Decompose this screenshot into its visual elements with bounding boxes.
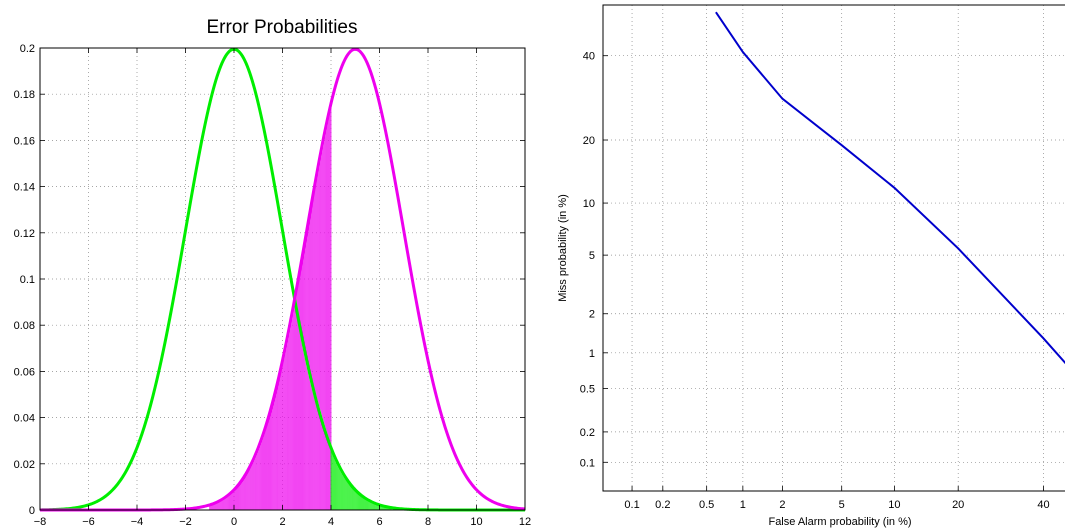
x-tick-label: 2 — [779, 499, 785, 511]
x-tick-label: −4 — [131, 516, 144, 528]
y-tick-label: 0.5 — [580, 384, 595, 396]
x-tick-label: 10 — [470, 516, 482, 528]
y-tick-label: 0.02 — [14, 459, 35, 471]
y-tick-label: 0.16 — [14, 135, 35, 147]
det-curve-chart: 0.1 0.2 0.5 1 2 5 10 20 40 0.1 0.2 0.5 1 2 5 10 20 40 Fa… — [557, 4, 1065, 528]
y-axis-label: Miss probability (in %) — [557, 194, 569, 302]
series-line-0 — [715, 11, 1065, 365]
x-tick-label: 0.1 — [624, 499, 639, 511]
y-tick-label: 0.04 — [14, 413, 35, 425]
y-tick-label: 10 — [583, 198, 595, 210]
series-group — [715, 11, 1065, 365]
y-tick-label: 0.1 — [20, 274, 35, 286]
grid — [603, 5, 1065, 491]
x-tick-label: 8 — [425, 516, 431, 528]
y-tick-label: 0.12 — [14, 228, 35, 240]
x-tick-label: 6 — [376, 516, 382, 528]
y-tick-label: 0.14 — [14, 182, 35, 194]
x-tick-label: 40 — [1037, 499, 1049, 511]
y-tick-label: 1 — [589, 348, 595, 360]
x-tick-label: −6 — [82, 516, 95, 528]
y-axis: 0.1 0.2 0.5 1 2 5 10 20 40 — [580, 51, 608, 469]
x-axis: 0.1 0.2 0.5 1 2 5 10 20 40 — [624, 486, 1050, 511]
x-tick-label: 2 — [279, 516, 285, 528]
y-axis: 0 0.02 0.04 0.06 0.08 0.1 0.12 0.14 0.16 0.18 0.2 — [14, 43, 525, 517]
y-tick-label: 5 — [589, 250, 595, 262]
y-tick-label: 0.2 — [580, 427, 595, 439]
grid — [40, 48, 525, 510]
y-tick-label: 2 — [589, 309, 595, 321]
y-tick-label: 0.08 — [14, 320, 35, 332]
x-tick-label: 0 — [231, 516, 237, 528]
x-tick-label: −8 — [34, 516, 47, 528]
x-tick-label: 5 — [839, 499, 845, 511]
y-tick-label: 0 — [29, 505, 35, 517]
x-tick-label: 4 — [328, 516, 334, 528]
x-axis-label: False Alarm probability (in %) — [768, 516, 911, 528]
x-tick-label: 20 — [952, 499, 964, 511]
x-tick-label: 0.5 — [699, 499, 714, 511]
chart-title: Error Probabilities — [207, 17, 358, 38]
x-tick-label: −2 — [179, 516, 192, 528]
x-axis: −8 −6 −4 −2 0 2 4 6 8 10 12 — [34, 48, 531, 528]
x-tick-label: 12 — [519, 516, 531, 528]
x-tick-label: 1 — [740, 499, 746, 511]
y-tick-label: 0.06 — [14, 366, 35, 378]
y-tick-label: 0.1 — [580, 457, 595, 469]
x-tick-label: 0.2 — [655, 499, 670, 511]
y-tick-label: 40 — [583, 51, 595, 63]
x-tick-label: 10 — [888, 499, 900, 511]
plot-frame — [602, 4, 1065, 492]
y-tick-label: 0.18 — [14, 89, 35, 101]
shaded-regions — [209, 103, 392, 510]
y-tick-label: 20 — [583, 135, 595, 147]
error-probabilities-chart: Error Probabilities −8 −6 −4 −2 0 2 4 6 8 10 12 00… — [14, 17, 532, 528]
y-tick-label: 0.2 — [20, 43, 35, 55]
